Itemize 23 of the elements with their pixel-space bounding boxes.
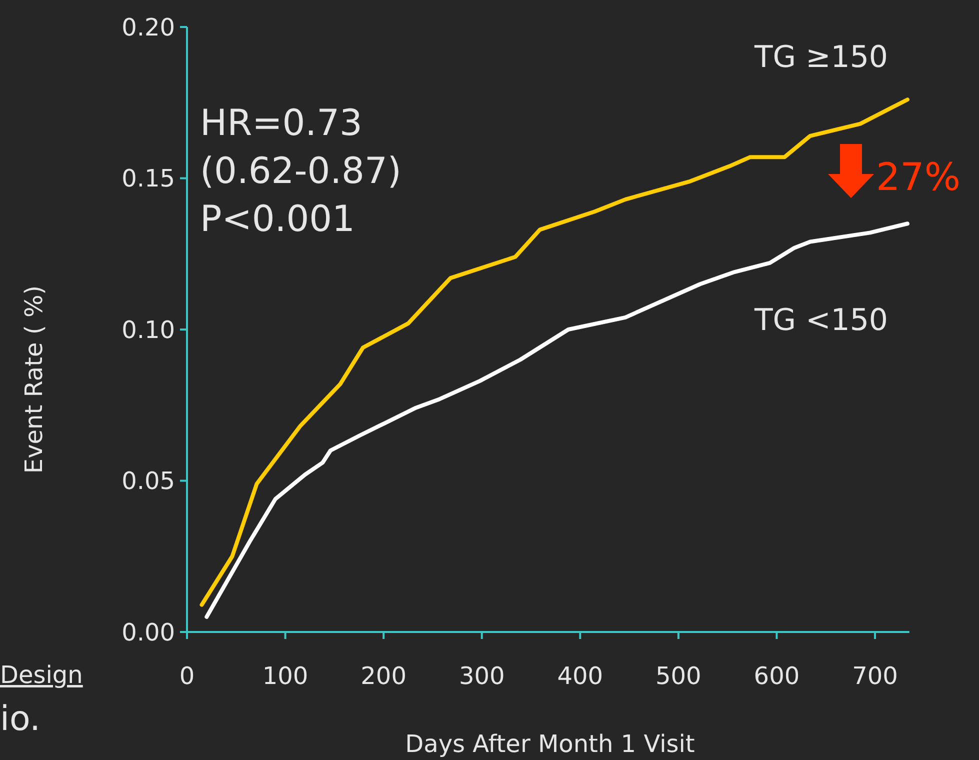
x-tick-label: 600	[754, 662, 800, 690]
series-label: TG ≥150	[753, 40, 888, 75]
y-tick-label: 0.05	[122, 467, 175, 496]
x-tick-label: 500	[656, 662, 702, 690]
x-tick-label: 0	[179, 662, 195, 690]
x-axis-title: Days After Month 1 Visit	[405, 730, 695, 758]
y-tick-label: 0.20	[122, 13, 175, 42]
y-axis-title: Event Rate ( %)	[20, 285, 48, 474]
annotation: HR=0.73	[200, 103, 362, 144]
x-tick-label: 400	[557, 662, 604, 690]
y-tick-label: 0.00	[122, 618, 175, 646]
annotation: P<0.001	[200, 199, 355, 240]
y-tick-label: 0.15	[122, 164, 175, 193]
x-tick-label: 100	[262, 662, 308, 690]
annotation: (0.62-0.87)	[200, 151, 402, 192]
text: io.	[0, 699, 40, 739]
x-tick-label: 200	[360, 662, 406, 690]
text: Design	[0, 661, 83, 689]
annotation: 27%	[876, 155, 960, 199]
x-tick-label: 700	[852, 662, 898, 690]
y-tick-label: 0.10	[122, 316, 175, 344]
series-label: TG <150	[753, 303, 888, 338]
x-tick-label: 300	[458, 662, 505, 690]
